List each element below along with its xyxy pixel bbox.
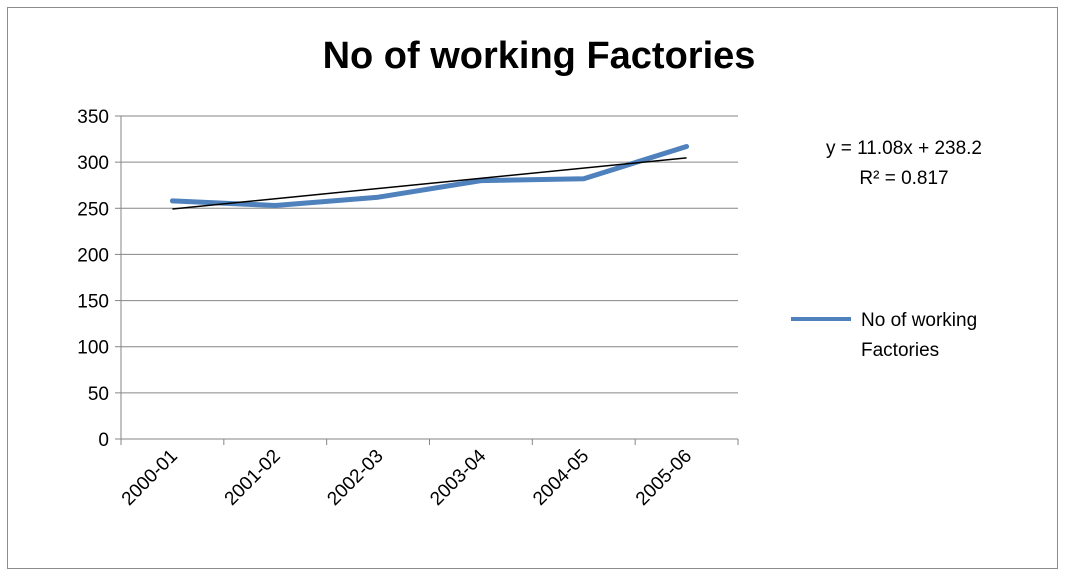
axes — [120, 116, 738, 440]
x-tick-labels: 2000-01 2001-02 2002-03 2003-04 2004-05 2005-… — [118, 439, 739, 510]
y-tick-label: 250 — [77, 199, 109, 220]
trendline-equation: y = 11.08x + 238.2 R² = 0.817 — [826, 138, 982, 189]
series-line — [169, 143, 690, 209]
y-tick-label: 350 — [77, 107, 109, 128]
x-tick-label: 2004-05 — [529, 446, 593, 510]
x-tick-label: 2000-01 — [118, 446, 182, 510]
gridlines — [121, 115, 738, 394]
y-tick-label: 50 — [88, 384, 109, 405]
y-tick-label: 150 — [77, 292, 109, 313]
y-tick-label: 200 — [77, 245, 109, 266]
trendline-equation-label: y = 11.08x + 238.2 — [826, 138, 982, 159]
x-tick-label: 2001-02 — [221, 446, 285, 510]
chart-title: No of working Factories — [323, 35, 756, 77]
x-tick-label: 2003-04 — [426, 445, 490, 509]
y-tick-labels: 0 50 100 150 200 250 300 350 — [77, 107, 121, 451]
trendline — [172, 157, 687, 210]
legend: No of working Factories — [791, 310, 977, 361]
legend-label-cont: Factories — [861, 340, 939, 361]
x-tick-label: 2002-03 — [323, 446, 387, 510]
series-lines — [169, 143, 690, 209]
legend-label: No of working — [861, 310, 977, 331]
y-tick-label: 0 — [98, 430, 109, 451]
line-chart: No of working Factories 0 50 100 150 200 250 3… — [77, 35, 982, 510]
chart-frame: No of working Factories 0 50 100 150 200 250 3… — [7, 7, 1058, 569]
y-tick-label: 300 — [77, 153, 109, 174]
trendline-r-squared-label: R² = 0.817 — [859, 168, 948, 189]
trendline-line — [172, 157, 687, 210]
y-tick-label: 100 — [77, 338, 109, 359]
x-tick-label: 2005-06 — [632, 446, 696, 510]
